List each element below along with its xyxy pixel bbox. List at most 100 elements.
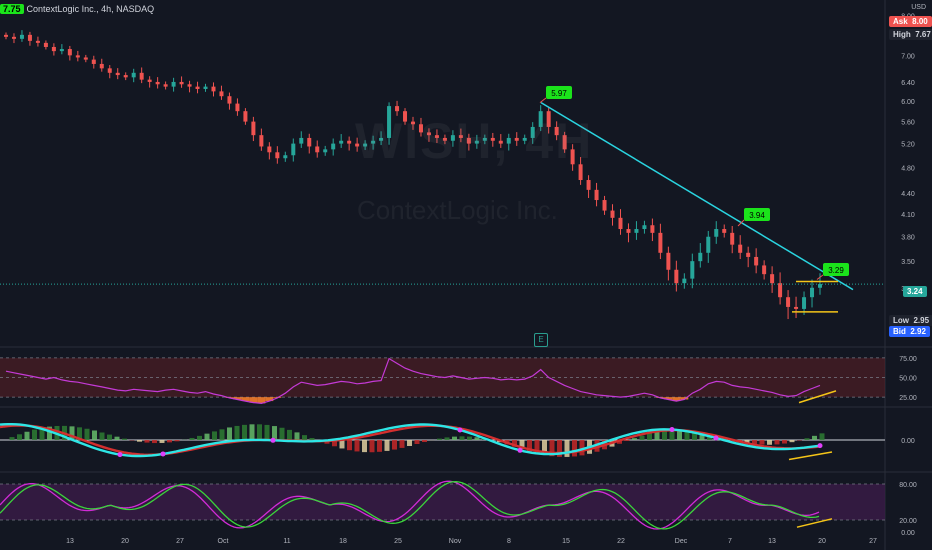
wt-histogram-bar: [632, 438, 637, 440]
time-tick-label: 11: [283, 538, 290, 545]
wt-histogram-bar: [204, 433, 210, 440]
candle-body: [171, 81, 176, 87]
candle-body: [626, 229, 631, 233]
candle-body: [355, 143, 360, 147]
wt-histogram-bar: [32, 429, 37, 440]
rsi-tick-label: 75.00: [899, 356, 917, 363]
candle-body: [762, 265, 767, 275]
candle-body: [458, 135, 463, 138]
high-tag: High 7.67: [889, 29, 932, 40]
time-tick-label: 8: [507, 538, 511, 545]
stoch-tick-label: 80.00: [899, 482, 917, 489]
wt-tick-label: 0.00: [901, 438, 915, 445]
candle-body: [235, 103, 240, 112]
candle-body: [474, 140, 479, 144]
low-tag: Low 2.95: [889, 315, 932, 326]
wt-histogram-bar: [167, 440, 172, 443]
candle-body: [131, 72, 136, 78]
wt-histogram-bar: [114, 436, 120, 440]
earnings-badge[interactable]: E: [534, 333, 548, 347]
annotation-label: 3.29: [828, 266, 844, 275]
wt-histogram-bar: [579, 440, 585, 456]
time-tick-label: 27: [176, 538, 184, 545]
wt-histogram-bar: [474, 437, 480, 440]
candle-body: [75, 55, 80, 58]
wt-histogram-bar: [174, 440, 180, 442]
wt-histogram-bar: [377, 440, 382, 452]
time-tick-label: 20: [818, 538, 826, 545]
wt-histogram-bar: [617, 440, 622, 444]
candle-body: [466, 137, 471, 144]
wt-histogram-bar: [309, 438, 315, 440]
candle-body: [227, 96, 232, 104]
time-tick-label: 13: [66, 538, 74, 545]
price-tick-label: 3.80: [901, 235, 915, 242]
candle-body: [107, 68, 112, 73]
candle-body: [634, 229, 639, 233]
candle-body: [123, 75, 128, 78]
wt-histogram-bar: [684, 430, 690, 440]
candle-body: [387, 106, 392, 138]
candle-body: [794, 306, 799, 309]
rsi-tick-label: 50.00: [899, 376, 917, 383]
watermark-company: ContextLogic Inc.: [357, 195, 558, 225]
candle-body: [139, 72, 144, 80]
watermark-ticker: WISH, 4H: [355, 113, 594, 169]
candle-body: [51, 46, 56, 52]
time-tick-label: 7: [728, 538, 732, 545]
wt-histogram-bar: [392, 440, 397, 450]
candle-body: [594, 189, 599, 201]
rsi-oversold-fill: [249, 397, 258, 403]
candle-body: [562, 135, 567, 150]
candle-body: [450, 135, 455, 141]
candle-body: [179, 81, 184, 85]
candle-body: [530, 126, 535, 138]
wt-histogram-bar: [77, 427, 82, 440]
wt-histogram-bar: [294, 432, 300, 440]
wt-histogram-bar: [159, 440, 165, 443]
wt-histogram-bar: [437, 438, 442, 440]
candle-body: [403, 111, 408, 122]
wt-histogram-bar: [572, 440, 577, 457]
wt-histogram-bar: [234, 425, 240, 440]
candle-body: [666, 252, 671, 270]
wt-histogram-bar: [662, 430, 667, 440]
candle-body: [674, 269, 679, 284]
wt-histogram-bar: [744, 440, 750, 443]
candle-body: [307, 137, 312, 147]
rsi-oversold-fill: [233, 397, 242, 400]
time-tick-label: Nov: [449, 538, 462, 545]
chart-header: 7.75 ContextLogic Inc., 4h, NASDAQ: [0, 4, 154, 14]
candle-body: [554, 126, 559, 136]
candle-body: [770, 274, 775, 284]
wt-histogram-bar: [219, 429, 225, 440]
wt-histogram-bar: [407, 440, 412, 447]
wt-histogram-bar: [812, 435, 817, 440]
wt-histogram-bar: [272, 426, 277, 440]
time-tick-label: 13: [768, 538, 776, 545]
price-tick-label: 5.20: [901, 142, 915, 149]
candle-body: [35, 40, 40, 43]
wt-histogram-bar: [669, 429, 675, 440]
price-tick-label: 4.80: [901, 165, 915, 172]
candle-body: [546, 111, 551, 127]
time-tick-label: 25: [394, 538, 402, 545]
wt-histogram-bar: [122, 438, 127, 440]
last-price-tag: 3.24: [903, 286, 927, 297]
wt-histogram-bar: [92, 430, 97, 440]
candle-body: [706, 236, 711, 253]
wt-histogram-bar: [534, 440, 540, 454]
stoch-tick-label: 0.00: [901, 530, 915, 537]
wt-histogram-bar: [804, 438, 810, 440]
wt-cross-dot: [270, 437, 276, 443]
wt-histogram-bar: [339, 440, 345, 449]
symbol-title[interactable]: ContextLogic Inc., 4h, NASDAQ: [26, 4, 155, 14]
candle-body: [786, 297, 791, 307]
rsi-tick-label: 25.00: [899, 395, 917, 402]
price-tick-label: 6.00: [901, 99, 915, 106]
candle-body: [482, 137, 487, 141]
wt-histogram-bar: [144, 440, 150, 443]
candle-body: [522, 137, 527, 141]
candle-body: [67, 49, 72, 56]
wt-histogram-bar: [542, 440, 547, 456]
